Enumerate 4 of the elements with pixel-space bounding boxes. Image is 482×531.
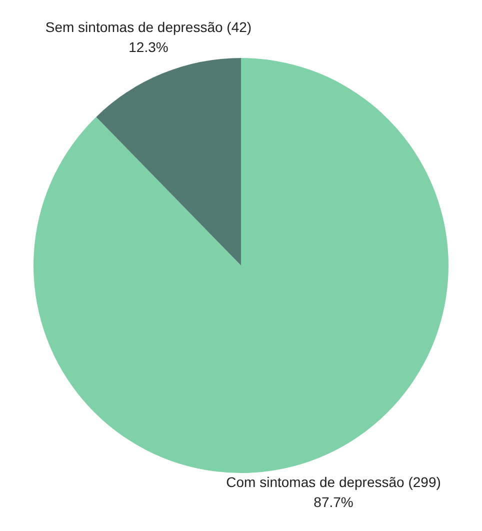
data-label: 12.3%: [128, 38, 168, 55]
slice-label: Sem sintomas de depressão (42): [45, 18, 252, 35]
data-label: 87.7%: [314, 494, 354, 510]
slice-label: Com sintomas de depressão (299): [226, 474, 441, 490]
